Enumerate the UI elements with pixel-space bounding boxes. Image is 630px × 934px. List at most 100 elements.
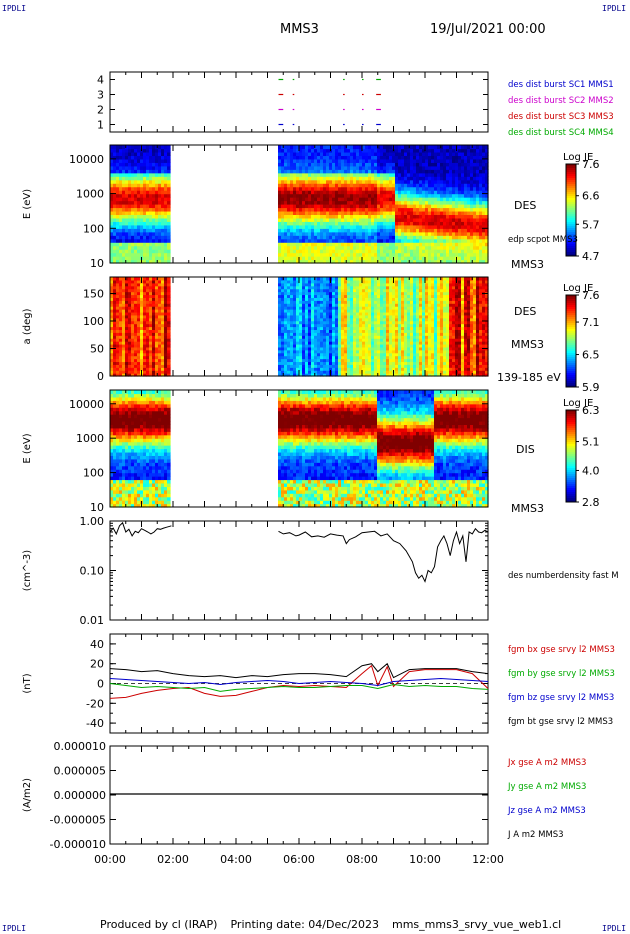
heatmap-cell [287, 172, 291, 177]
heatmap-cell [287, 148, 291, 153]
heatmap-cell [359, 169, 363, 174]
heatmap-cell [140, 176, 144, 181]
heatmap-cell [152, 256, 156, 261]
heatmap-cell [404, 224, 408, 229]
heatmap-cell [467, 158, 471, 163]
heatmap-cell [440, 183, 444, 188]
heatmap-cell [485, 172, 489, 177]
heatmap-cell [137, 245, 141, 250]
heatmap-cell [476, 158, 480, 163]
heatmap-cell [128, 306, 132, 310]
heatmap-cell [323, 193, 327, 198]
heatmap-cell [152, 197, 156, 202]
heatmap-cell [395, 162, 399, 167]
heatmap-cell [131, 190, 135, 195]
heatmap-cell [416, 256, 420, 261]
heatmap-cell [110, 190, 114, 195]
heatmap-cell [311, 228, 315, 233]
heatmap-cell [407, 148, 411, 153]
heatmap-cell [122, 245, 126, 250]
heatmap-cell [371, 155, 375, 160]
heatmap-cell [167, 217, 171, 222]
heatmap-cell [407, 169, 411, 174]
heatmap-cell [485, 224, 489, 229]
heatmap-cell [485, 148, 489, 153]
heatmap-cell [125, 332, 129, 336]
heatmap-cell [365, 235, 369, 240]
heatmap-cell [437, 231, 441, 236]
heatmap-cell [395, 214, 399, 219]
heatmap-cell [287, 210, 291, 216]
heatmap-cell [131, 207, 135, 212]
heatmap-cell [455, 193, 459, 198]
heatmap-cell [113, 314, 117, 319]
heatmap-cell [329, 252, 333, 257]
heatmap-cell [434, 221, 438, 226]
heatmap-cell [380, 151, 384, 157]
heatmap-cell [359, 256, 363, 261]
heatmap-cell [296, 256, 300, 261]
heatmap-cell [119, 341, 123, 345]
heatmap-cell [113, 332, 117, 336]
heatmap-cell [479, 207, 483, 212]
heatmap-cell [467, 217, 471, 222]
heatmap-cell [167, 238, 171, 243]
heatmap-cell [113, 300, 117, 304]
heatmap-cell [335, 238, 339, 243]
heatmap-cell [278, 214, 282, 219]
heatmap-cell [167, 155, 171, 160]
heatmap-cell [155, 207, 159, 212]
heatmap-cell [134, 297, 138, 301]
heatmap-cell [338, 190, 342, 195]
heatmap-cell [332, 186, 336, 191]
heatmap-cell [464, 242, 468, 247]
heatmap-cell [332, 165, 336, 170]
heatmap-cell [470, 176, 474, 181]
heatmap-cell [371, 148, 375, 153]
heatmap-cell [449, 193, 453, 198]
heatmap-cell [149, 235, 153, 240]
heatmap-cell [377, 165, 381, 170]
heatmap-cell [302, 256, 306, 261]
heatmap-cell [476, 210, 480, 216]
heatmap-cell [125, 309, 129, 313]
heatmap-cell [404, 172, 408, 177]
heatmap-cell [167, 277, 171, 281]
heatmap-cell [473, 200, 477, 205]
heatmap-cell [311, 148, 315, 153]
heatmap-cell [395, 200, 399, 205]
heatmap-cell [464, 158, 468, 163]
heatmap-cell [464, 210, 468, 216]
heatmap-cell [368, 207, 372, 212]
heatmap-cell [419, 165, 423, 170]
heatmap-cell [446, 231, 450, 236]
heatmap-cell [413, 183, 417, 188]
heatmap-cell [119, 151, 123, 157]
heatmap-cell [140, 207, 144, 212]
heatmap-cell [410, 179, 414, 184]
heatmap-cell [116, 309, 120, 313]
heatmap-cell [461, 179, 465, 184]
heatmap-cell [434, 207, 438, 212]
heatmap-cell [335, 193, 339, 198]
heatmap-cell [110, 332, 114, 336]
colorbar-segment [566, 236, 576, 239]
heatmap-cell [428, 148, 432, 153]
heatmap-cell [467, 256, 471, 261]
heatmap-cell [122, 179, 126, 184]
heatmap-cell [320, 235, 324, 240]
heatmap-cell [338, 145, 342, 150]
heatmap-cell [140, 197, 144, 202]
heatmap-cell [422, 145, 426, 150]
heatmap-cell [362, 231, 366, 236]
heatmap-cell [311, 162, 315, 167]
heatmap-cell [461, 256, 465, 261]
heatmap-cell [434, 151, 438, 157]
heatmap-cell [332, 259, 336, 264]
heatmap-cell [143, 256, 147, 261]
heatmap-cell [317, 256, 321, 261]
heatmap-cell [167, 186, 171, 191]
heatmap-cell [317, 197, 321, 202]
heatmap-cell [392, 210, 396, 216]
heatmap-cell [482, 259, 486, 264]
